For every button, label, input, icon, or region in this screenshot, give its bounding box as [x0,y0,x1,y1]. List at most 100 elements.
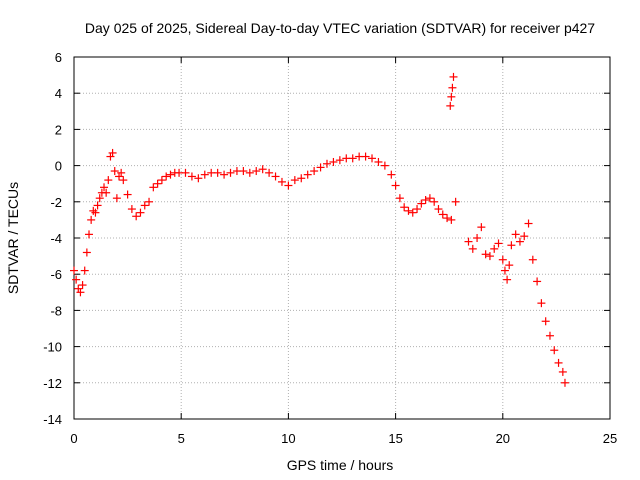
data-point [82,248,91,257]
data-point [477,223,486,232]
data-point [468,244,477,253]
data-point [447,92,456,101]
data-point [87,215,96,224]
data-point [70,266,78,275]
data-point [528,255,537,264]
data-point [395,194,404,203]
data-point [93,201,102,210]
y-axis-label: SDTVAR / TECUs [5,182,21,294]
data-point [400,203,409,212]
data-point [265,168,274,177]
data-point [78,281,87,290]
data-point [503,275,512,284]
data-point [505,261,514,270]
data-point [102,188,111,197]
data-point [123,190,132,199]
data-point [511,230,520,239]
data-point [448,83,457,92]
data-point [200,170,209,179]
data-point [348,154,357,163]
y-tick-label: -4 [50,231,62,246]
y-tick-label: -6 [50,267,62,282]
data-point [413,205,422,214]
data-point [271,172,280,181]
x-tick-label: 20 [496,431,510,446]
data-point [213,168,222,177]
data-point [85,230,94,239]
data-point [89,206,98,215]
y-tick-label: 6 [55,50,62,65]
data-point [374,157,383,166]
data-point [127,205,136,214]
data-point [443,214,452,223]
data-point [76,288,85,297]
chart-title: Day 025 of 2025, Sidereal Day-to-day VTE… [85,20,595,36]
y-tick-label: 0 [55,159,62,174]
data-point [335,156,344,165]
data-point [425,194,434,203]
data-point [391,181,400,190]
data-point [181,168,190,177]
data-point [162,172,171,181]
data-point [117,168,126,177]
data-point [464,237,473,246]
data-point [329,157,338,166]
y-tick-label: -10 [43,340,62,355]
data-point [80,266,89,275]
data-point [104,176,113,185]
data-point [490,244,499,253]
data-point [74,284,83,293]
data-point [361,152,370,161]
x-tick-label: 15 [388,431,402,446]
data-point [554,358,563,367]
data-point [446,101,455,110]
x-axis-label: GPS time / hours [287,457,394,473]
data-points [70,72,569,387]
data-point [322,159,331,168]
data-point [187,172,196,181]
data-point [100,183,109,192]
data-point [533,277,542,286]
data-point [106,152,115,161]
data-point [447,215,456,224]
data-point [115,172,124,181]
data-point [95,194,104,203]
data-point [220,170,229,179]
data-point [226,168,235,177]
data-point [541,317,550,326]
data-point [560,378,569,387]
data-point [380,161,389,170]
y-tick-label: 2 [55,122,62,137]
data-point [498,255,507,264]
data-point [72,275,81,284]
data-point [112,194,121,203]
data-point [153,179,162,188]
data-point [258,165,267,174]
data-point [524,219,533,228]
grid-layer [74,57,610,419]
data-point [451,197,460,206]
data-point [277,177,286,186]
data-point [421,195,430,204]
x-tick-label: 5 [178,431,185,446]
data-point [303,170,312,179]
data-point [297,174,306,183]
y-tick-label: -2 [50,195,62,210]
data-point [310,167,319,176]
data-point [481,250,490,259]
data-point [438,210,447,219]
data-point [245,168,254,177]
data-point [119,176,128,185]
data-point [404,206,413,215]
data-point [136,208,145,217]
x-tick-label: 25 [603,431,617,446]
data-point [316,163,325,172]
data-point [449,72,458,81]
y-tick-label: -14 [43,412,62,427]
data-point [387,170,396,179]
data-point [284,181,293,190]
data-point [194,174,203,183]
data-point [550,346,559,355]
